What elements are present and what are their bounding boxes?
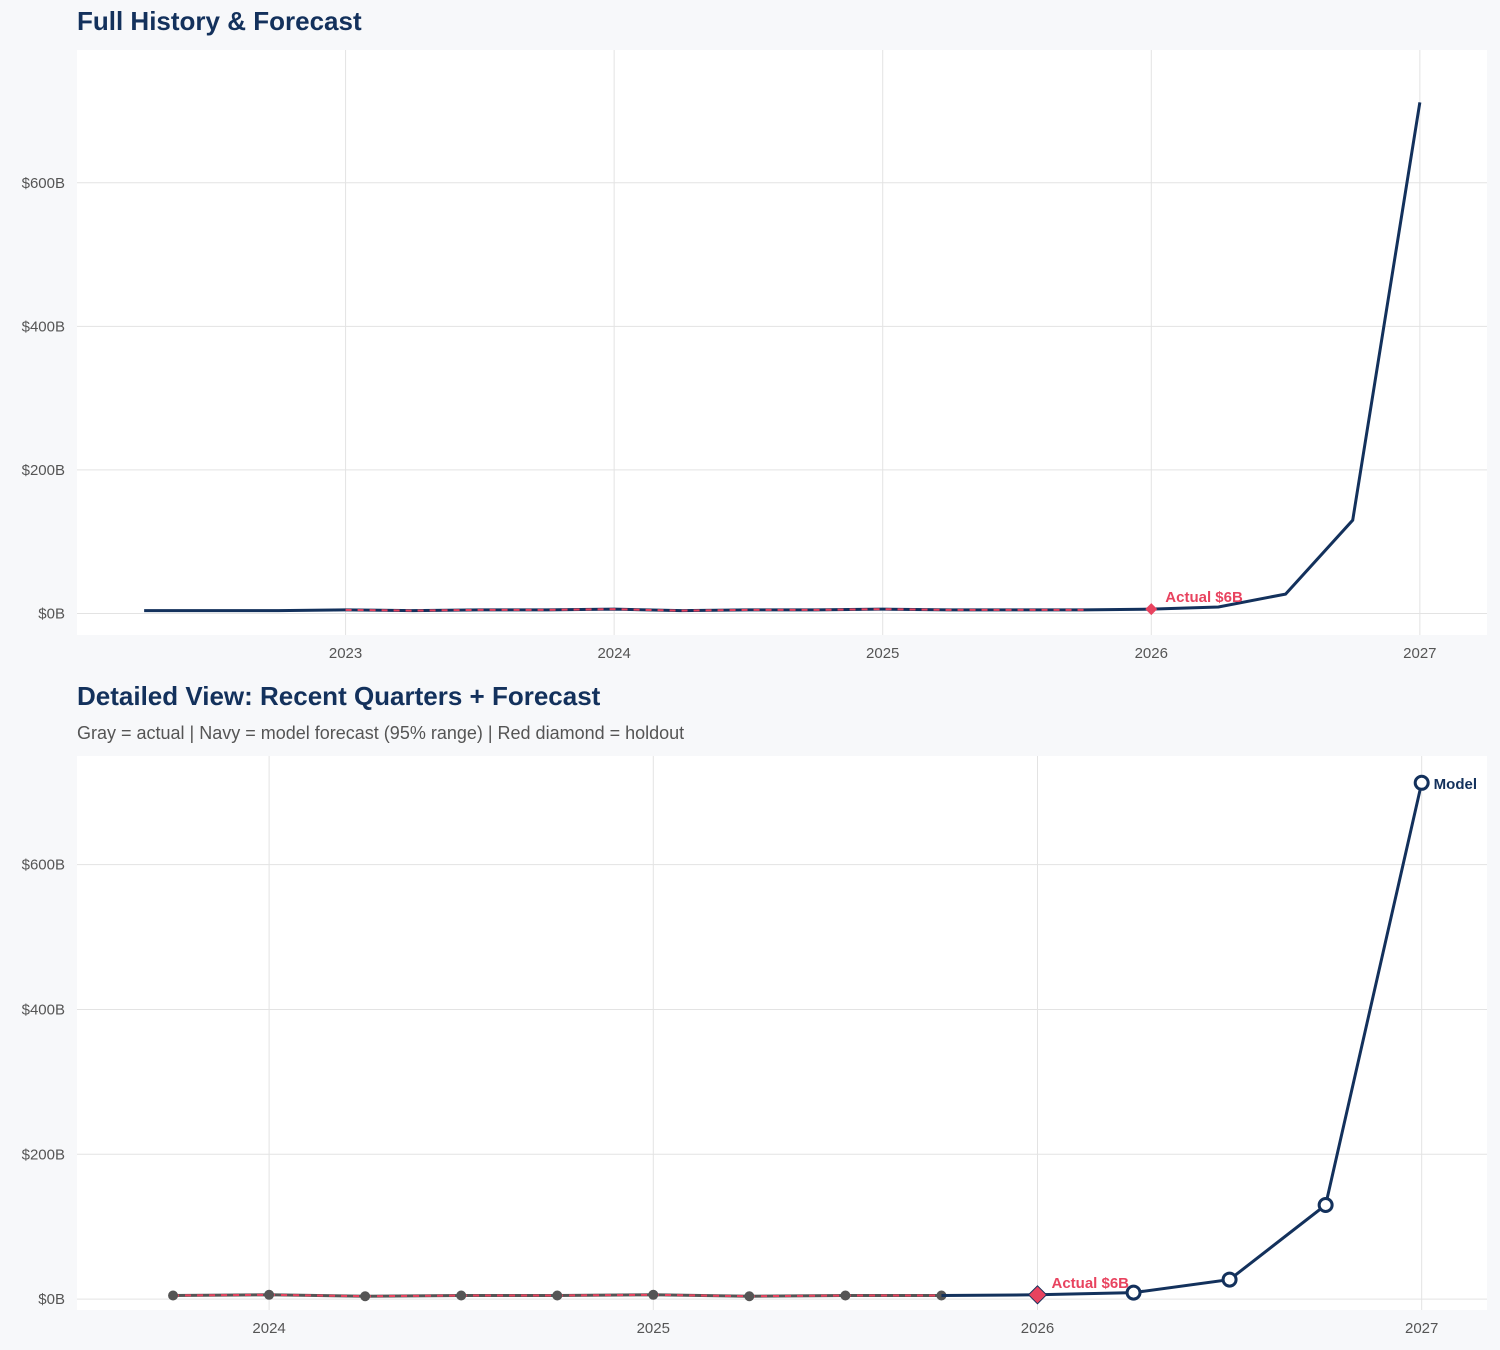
y-tick-label: $200B [22, 462, 65, 479]
actual-point [840, 1290, 851, 1301]
actual-point [648, 1289, 659, 1300]
holdout-diamond [1145, 603, 1158, 616]
forecast-point [1125, 1284, 1142, 1301]
y-tick-label: $600B [22, 857, 65, 874]
forecast-point [1221, 1271, 1238, 1288]
holdout-label: Actual $6B [1165, 589, 1243, 606]
y-tick-label: $0B [38, 605, 65, 622]
y-tick-label: $200B [22, 1146, 65, 1163]
y-tick-label: $0B [38, 1291, 65, 1308]
forecast-point [1413, 774, 1430, 791]
actual-point [456, 1290, 467, 1301]
x-tick-label: 2026 [1021, 1320, 1054, 1337]
x-tick-label: 2027 [1405, 1320, 1438, 1337]
actual-point [552, 1290, 563, 1301]
actual-point [264, 1289, 275, 1300]
x-tick-label: 2023 [329, 645, 362, 662]
forecast-line [941, 782, 1424, 1298]
y-tick-label: $600B [22, 175, 65, 192]
plot-area [77, 50, 1487, 635]
chart-title-bottom: Detailed View: Recent Quarters + Forecas… [77, 681, 601, 711]
actual-point [168, 1290, 179, 1301]
holdout-diamond [1027, 1285, 1048, 1305]
series-line-actual [345, 608, 1085, 612]
chart-title-top: Full History & Forecast [77, 6, 362, 36]
x-tick-label: 2024 [597, 645, 630, 662]
actual-point [360, 1291, 371, 1302]
actual-point [744, 1291, 755, 1302]
x-tick-label: 2027 [1403, 645, 1436, 662]
y-tick-label: $400B [22, 318, 65, 335]
x-tick-label: 2025 [637, 1320, 670, 1337]
plot-area [77, 756, 1487, 1310]
holdout-label: Actual $6B [1051, 1275, 1129, 1292]
forecast-point [1317, 1196, 1334, 1213]
model-end-label: Model [1434, 776, 1477, 793]
x-tick-label: 2024 [252, 1320, 285, 1337]
y-tick-label: $400B [22, 1001, 65, 1018]
chart-subtitle-bottom: Gray = actual | Navy = model forecast (9… [77, 723, 685, 743]
x-tick-label: 2026 [1135, 645, 1168, 662]
x-tick-label: 2025 [866, 645, 899, 662]
